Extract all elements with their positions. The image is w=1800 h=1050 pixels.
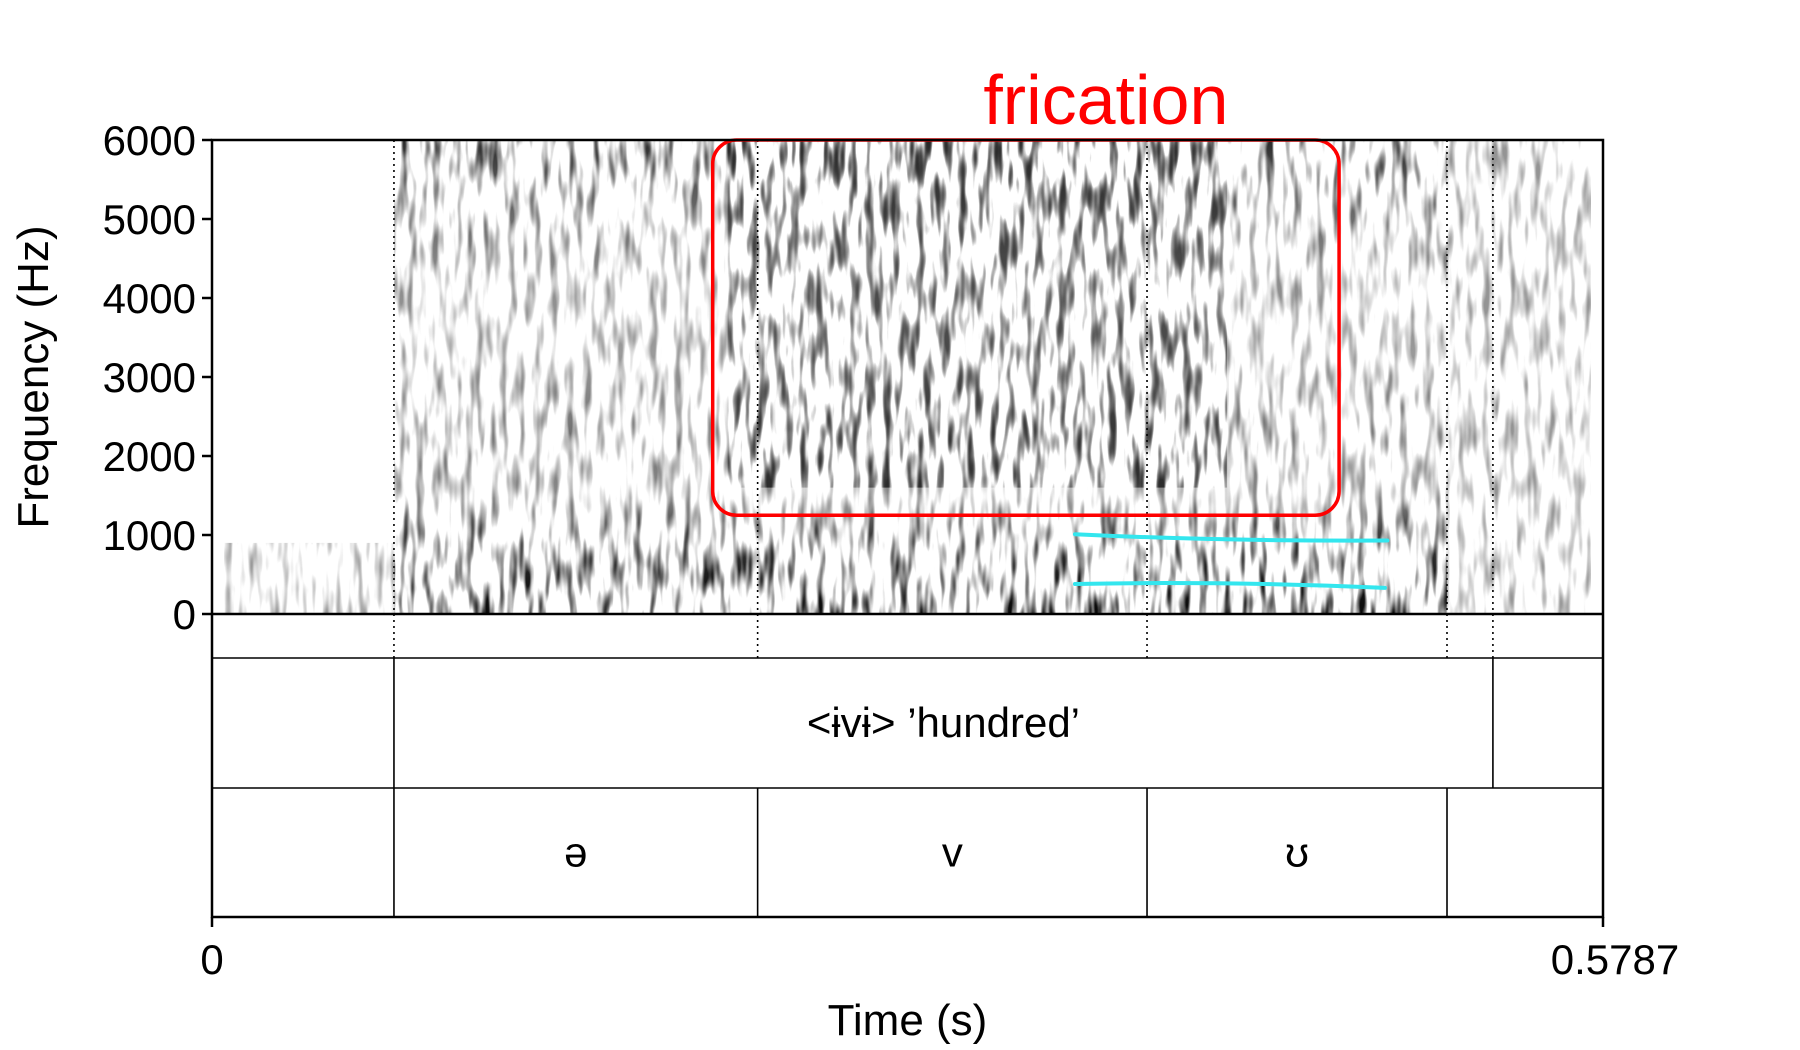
frication-label: frication <box>983 61 1228 139</box>
boundary-lines <box>393 140 1494 917</box>
plot-frame <box>210 138 1605 919</box>
word-tier-label-1: <ɨvɨ> ’hundred’ <box>807 699 1080 746</box>
y-tick-label-6: 6000 <box>103 117 196 164</box>
frication-energy <box>727 140 1228 488</box>
textgrid-tiers: <ɨvɨ> ’hundred’ ə v ʊ <box>564 699 1309 876</box>
x-tick-label-1: 0.5787 <box>1551 936 1679 983</box>
x-axis-title: Time (s) <box>828 996 988 1045</box>
formant-track-1 <box>1072 532 1390 543</box>
y-tick-label-1: 1000 <box>103 512 196 559</box>
x-tick-label-0: 0 <box>200 936 223 983</box>
outer-frame <box>210 138 1605 919</box>
post-speech-noise <box>1447 140 1591 614</box>
y-axis-title: Frequency (Hz) <box>9 225 58 528</box>
formant-track-2 <box>1072 581 1387 590</box>
formant-tracks <box>1072 532 1390 590</box>
axes: 0 1000 2000 3000 4000 5000 6000 0 0.5787 Time (s)… <box>9 117 1679 1045</box>
y-tick-label-5: 5000 <box>103 196 196 243</box>
y-tick-label-4: 4000 <box>103 275 196 322</box>
pre-speech-noise <box>224 542 394 614</box>
y-tick-label-0: 0 <box>173 591 196 638</box>
y-tick-label-2: 2000 <box>103 433 196 480</box>
spectrogram-image <box>224 140 1591 614</box>
y-tick-label-3: 3000 <box>103 354 196 401</box>
segment-tier-label-1: ə <box>564 829 587 876</box>
segment-tier-label-2: v <box>942 829 963 876</box>
segment-tier-label-3: ʊ <box>1285 829 1309 876</box>
